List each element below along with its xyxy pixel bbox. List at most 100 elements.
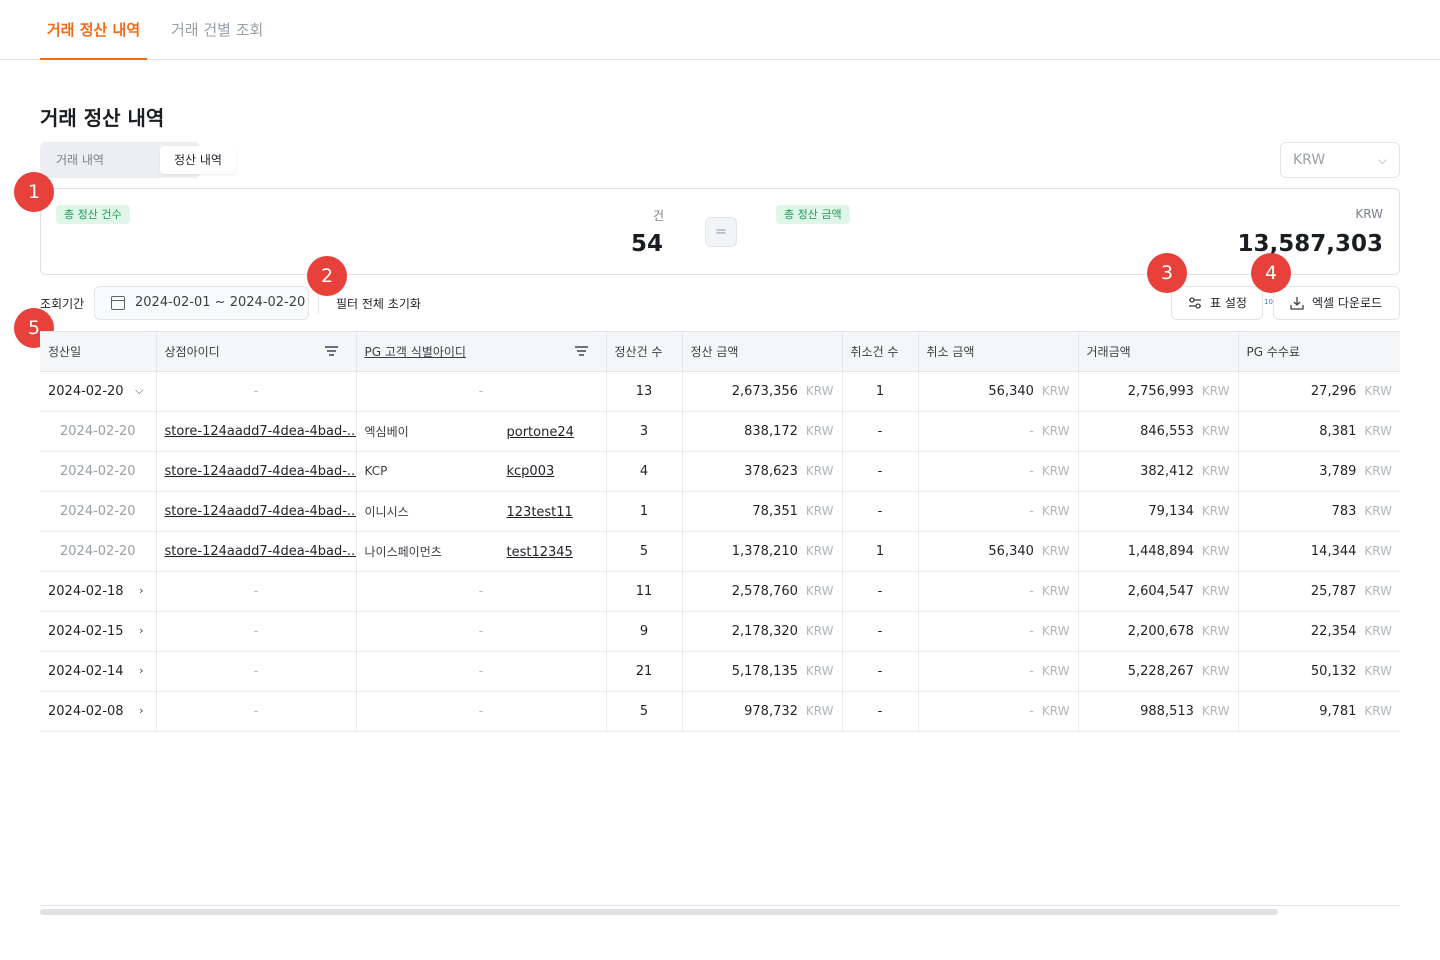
col-settlement-count[interactable]: 정산건 수 — [606, 331, 683, 372]
table-row[interactable]: 2024-02-14 › - -21 5,178,135 KRW - - KRW 5,228,26… — [40, 651, 1400, 692]
col-cancel-count[interactable]: 취소건 수 — [842, 331, 919, 372]
pg-id-link[interactable]: portone24 — [506, 425, 574, 440]
store-id-link[interactable]: store-124aadd7-4dea-4bad-... — [164, 464, 356, 479]
cell-amount: 5,178,135 KRW — [682, 651, 843, 692]
pg-name: 나이스페이먼츠 — [364, 545, 442, 559]
table-subrow: 2024-02-20 store-124aadd7-4dea-4bad-... 이니… — [40, 491, 1400, 532]
filter-icon[interactable] — [324, 346, 338, 356]
horizontal-scrollbar-thumb[interactable] — [40, 909, 1278, 915]
cell-store-id[interactable]: store-124aadd7-4dea-4bad-... — [156, 491, 357, 532]
table-settings-button[interactable]: 표 설정 — [1171, 286, 1263, 320]
cell-amount-value: 838,172 — [744, 424, 798, 439]
horizontal-scroll-track[interactable] — [40, 905, 1400, 906]
currency-unit: KRW — [1364, 664, 1392, 678]
cell-date[interactable]: 2024-02-20 ⌵ — [40, 371, 157, 412]
cell-pg: 이니시스 123test11 — [356, 491, 607, 532]
group-date: 2024-02-14 — [48, 664, 124, 679]
table-row[interactable]: 2024-02-08 › - -5 978,732 KRW - - KRW 988,513 KRW 9… — [40, 691, 1400, 732]
cell-count: 11 — [606, 571, 683, 612]
filter-divider — [318, 292, 319, 314]
store-id-link[interactable]: store-124aadd7-4dea-4bad-... — [164, 424, 356, 439]
cell-amount-value: 1,378,210 — [731, 544, 798, 559]
pg-id-link[interactable]: 123test11 — [506, 505, 573, 520]
cell-date[interactable]: 2024-02-15 › — [40, 611, 157, 652]
col-pg-fee[interactable]: PG 수수료 — [1238, 331, 1400, 372]
currency-unit: KRW — [1364, 384, 1392, 398]
cell-pg-fee: 27,296 KRW — [1238, 371, 1400, 412]
currency-unit: KRW — [1201, 424, 1230, 438]
table-row[interactable]: 2024-02-20 ⌵ - -13 2,673,356 KRW 1 56,340 KRW 2,7… — [40, 371, 1400, 412]
cell-trade-amount-value: 988,513 — [1140, 704, 1194, 719]
excel-download-button[interactable]: 엑셀 다운로드 — [1273, 286, 1400, 320]
cell-amount: 978,732 KRW — [682, 691, 843, 732]
segment-settlements[interactable]: 정산 내역 — [160, 146, 236, 174]
currency-unit: KRW — [1201, 504, 1230, 518]
currency-unit: KRW — [1364, 504, 1392, 518]
cell-store-id[interactable]: store-124aadd7-4dea-4bad-... — [156, 531, 357, 572]
col-store-id[interactable]: 상점아이디 — [156, 331, 357, 372]
cell-date[interactable]: 2024-02-14 › — [40, 651, 157, 692]
annotation-marker-4: 4 — [1251, 253, 1291, 293]
col-store-id-label: 상점아이디 — [164, 345, 220, 359]
col-trade-amount[interactable]: 거래금액 — [1078, 331, 1239, 372]
reset-filters-button[interactable]: 필터 전체 초기화 — [336, 297, 421, 311]
cell-amount-value: 378,623 — [744, 464, 798, 479]
col-settlement-amount[interactable]: 정산 금액 — [682, 331, 843, 372]
cell-trade-amount-value: 5,228,267 — [1127, 664, 1194, 679]
cell-trade-amount: 382,412 KRW — [1078, 451, 1239, 492]
tab-settlement-history[interactable]: 거래 정산 내역 — [40, 0, 147, 60]
col-pg-customer-id[interactable]: PG 고객 식별아이디 — [356, 331, 607, 372]
currency-unit: KRW — [1041, 384, 1070, 398]
currency-unit: KRW — [1041, 424, 1070, 438]
chevron-right-icon[interactable]: › — [139, 624, 144, 637]
date-range-picker[interactable]: 2024-02-01 ~ 2024-02-20 — [94, 286, 309, 320]
pg-id-link[interactable]: test12345 — [506, 545, 573, 560]
chevron-right-icon[interactable]: › — [139, 704, 144, 717]
currency-unit: KRW — [1364, 704, 1392, 718]
cell-store-id[interactable]: store-124aadd7-4dea-4bad-... — [156, 411, 357, 452]
cell-count: 21 — [606, 651, 683, 692]
count-label-badge: 총 정산 건수 — [56, 205, 130, 224]
store-id-link[interactable]: store-124aadd7-4dea-4bad-... — [164, 544, 356, 559]
cell-trade-amount-value: 2,604,547 — [1127, 584, 1194, 599]
table-row[interactable]: 2024-02-18 › - -11 2,578,760 KRW - - KRW 2,604,54… — [40, 571, 1400, 612]
currency-unit: KRW — [1364, 544, 1392, 558]
cell-trade-amount: 1,448,894 KRW — [1078, 531, 1239, 572]
cell-store-id[interactable]: store-124aadd7-4dea-4bad-... — [156, 451, 357, 492]
date-range-value: 2024-02-01 ~ 2024-02-20 — [135, 295, 306, 310]
period-label: 조회기간 — [40, 297, 85, 311]
cell-cancel-amount: - KRW — [918, 411, 1079, 452]
cell-pg: - — [356, 371, 607, 412]
cell-cancel-amount: - KRW — [918, 451, 1079, 492]
currency-select[interactable]: KRW ⌵ — [1280, 142, 1400, 178]
cell-pg: - — [356, 611, 607, 652]
annotation-marker-1: 1 — [14, 172, 54, 212]
equals-icon: = — [705, 217, 737, 247]
segment-transactions[interactable]: 거래 내역 — [56, 153, 104, 167]
pg-id-link[interactable]: kcp003 — [506, 464, 555, 479]
cell-trade-amount-value: 846,553 — [1140, 424, 1194, 439]
cell-amount: 378,623 KRW — [682, 451, 843, 492]
cell-pg-fee: 50,132 KRW — [1238, 651, 1400, 692]
currency-value: KRW — [1293, 152, 1326, 168]
col-settlement-date[interactable]: 정산일 — [40, 331, 157, 372]
filter-icon[interactable] — [574, 346, 588, 356]
cell-date[interactable]: 2024-02-08 › — [40, 691, 157, 732]
tab-transaction-lookup[interactable]: 거래 건별 조회 — [171, 21, 264, 39]
chevron-right-icon[interactable]: › — [139, 664, 144, 677]
table-row[interactable]: 2024-02-15 › - -9 2,178,320 KRW - - KRW 2,200,678… — [40, 611, 1400, 652]
cell-cancel-count: - — [842, 691, 919, 732]
cell-cancel-amount-value: - — [1029, 624, 1034, 639]
cell-date[interactable]: 2024-02-18 › — [40, 571, 157, 612]
chevron-down-icon[interactable]: ⌵ — [135, 384, 144, 397]
download-icon — [1290, 297, 1304, 310]
cell-pg-fee: 9,781 KRW — [1238, 691, 1400, 732]
chevron-right-icon[interactable]: › — [139, 584, 144, 597]
table-subrow: 2024-02-20 store-124aadd7-4dea-4bad-... KC… — [40, 451, 1400, 492]
cell-cancel-amount: - KRW — [918, 651, 1079, 692]
store-id-link[interactable]: store-124aadd7-4dea-4bad-... — [164, 504, 356, 519]
cell-trade-amount: 79,134 KRW — [1078, 491, 1239, 532]
cell-cancel-amount: 56,340 KRW — [918, 531, 1079, 572]
col-cancel-amount[interactable]: 취소 금액 — [918, 331, 1079, 372]
currency-unit: KRW — [1201, 624, 1230, 638]
